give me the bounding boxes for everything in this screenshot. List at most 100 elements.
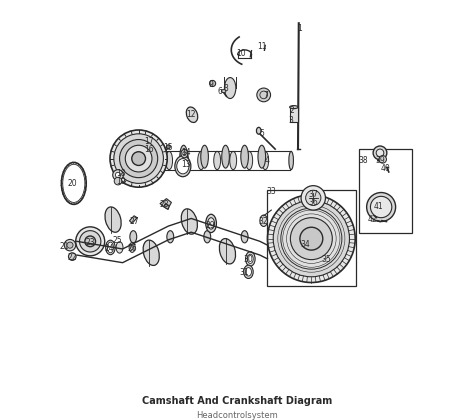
Ellipse shape <box>208 218 215 229</box>
Text: 22: 22 <box>67 253 77 262</box>
Ellipse shape <box>92 231 100 243</box>
Ellipse shape <box>177 159 189 174</box>
Circle shape <box>64 239 76 251</box>
Text: 39: 39 <box>375 156 385 165</box>
Circle shape <box>210 80 216 87</box>
Ellipse shape <box>167 231 173 243</box>
Text: 2: 2 <box>290 106 295 116</box>
Text: Camshaft And Crankshaft Diagram: Camshaft And Crankshaft Diagram <box>142 396 332 406</box>
Ellipse shape <box>166 151 173 170</box>
Ellipse shape <box>131 245 134 250</box>
Ellipse shape <box>159 145 166 168</box>
Text: 26: 26 <box>128 244 137 253</box>
Circle shape <box>267 195 355 283</box>
Text: 32: 32 <box>259 217 268 226</box>
Circle shape <box>257 88 271 102</box>
Text: 27: 27 <box>129 217 139 226</box>
Text: 34: 34 <box>301 240 310 249</box>
Circle shape <box>85 236 96 247</box>
Text: 38: 38 <box>358 156 368 165</box>
Polygon shape <box>160 199 172 209</box>
Circle shape <box>119 139 158 178</box>
Text: 42: 42 <box>367 215 377 224</box>
Ellipse shape <box>106 240 115 255</box>
Text: 29: 29 <box>206 221 215 230</box>
Ellipse shape <box>204 231 210 243</box>
Text: 12: 12 <box>186 110 196 119</box>
Ellipse shape <box>222 145 229 168</box>
Circle shape <box>379 155 386 163</box>
Text: 33: 33 <box>266 186 276 195</box>
Circle shape <box>114 134 164 184</box>
Ellipse shape <box>214 151 220 170</box>
Text: 41: 41 <box>373 202 383 211</box>
Circle shape <box>291 218 332 260</box>
Circle shape <box>301 186 326 210</box>
Text: 25: 25 <box>112 236 122 245</box>
Text: 24: 24 <box>104 244 114 253</box>
Circle shape <box>76 227 105 256</box>
Ellipse shape <box>181 150 188 158</box>
Text: 23: 23 <box>85 238 95 247</box>
Ellipse shape <box>241 145 248 168</box>
Ellipse shape <box>183 152 186 155</box>
Ellipse shape <box>143 151 148 170</box>
Text: 19: 19 <box>116 177 126 186</box>
Ellipse shape <box>289 151 293 170</box>
Ellipse shape <box>116 242 123 253</box>
Ellipse shape <box>262 151 269 170</box>
Text: 4: 4 <box>265 156 270 165</box>
Ellipse shape <box>256 127 261 134</box>
Text: 13: 13 <box>181 160 191 169</box>
Text: 16: 16 <box>145 144 154 154</box>
Text: 5: 5 <box>259 129 264 138</box>
Circle shape <box>67 242 73 248</box>
Text: 8: 8 <box>223 84 228 92</box>
Ellipse shape <box>182 151 189 170</box>
Text: 17: 17 <box>145 137 154 146</box>
Text: 35: 35 <box>322 255 331 264</box>
Text: 31: 31 <box>240 268 249 278</box>
Circle shape <box>166 145 170 149</box>
Text: 7: 7 <box>263 91 268 100</box>
Bar <box>359 149 412 233</box>
Text: 14: 14 <box>181 148 191 158</box>
Ellipse shape <box>247 254 253 263</box>
Text: 9: 9 <box>209 80 213 89</box>
Text: 36: 36 <box>309 198 318 207</box>
Ellipse shape <box>260 215 267 226</box>
Circle shape <box>281 208 342 269</box>
Ellipse shape <box>175 156 191 177</box>
Text: 28: 28 <box>160 200 169 209</box>
Text: 6: 6 <box>218 87 222 96</box>
Text: 40: 40 <box>381 164 391 173</box>
Ellipse shape <box>290 105 298 109</box>
Ellipse shape <box>206 214 217 233</box>
Ellipse shape <box>129 242 135 252</box>
Text: 20: 20 <box>67 179 77 188</box>
Text: 1: 1 <box>298 24 302 34</box>
Ellipse shape <box>143 240 159 265</box>
Circle shape <box>68 253 76 260</box>
Bar <box>290 107 298 122</box>
Ellipse shape <box>221 89 226 93</box>
Ellipse shape <box>107 242 113 253</box>
Circle shape <box>132 152 146 165</box>
Text: 37: 37 <box>309 190 318 200</box>
Text: Headcontrolsystem: Headcontrolsystem <box>196 412 278 420</box>
Polygon shape <box>164 205 169 209</box>
Text: 18: 18 <box>116 169 126 178</box>
Ellipse shape <box>246 252 255 266</box>
Bar <box>267 190 356 286</box>
Ellipse shape <box>244 265 253 278</box>
Text: 10: 10 <box>236 49 246 58</box>
Ellipse shape <box>246 151 253 170</box>
Text: 21: 21 <box>60 242 69 251</box>
Circle shape <box>306 190 321 205</box>
Circle shape <box>273 200 349 277</box>
Ellipse shape <box>181 209 198 234</box>
Ellipse shape <box>150 151 156 170</box>
Circle shape <box>373 146 387 160</box>
Ellipse shape <box>130 231 137 243</box>
Ellipse shape <box>105 207 121 232</box>
